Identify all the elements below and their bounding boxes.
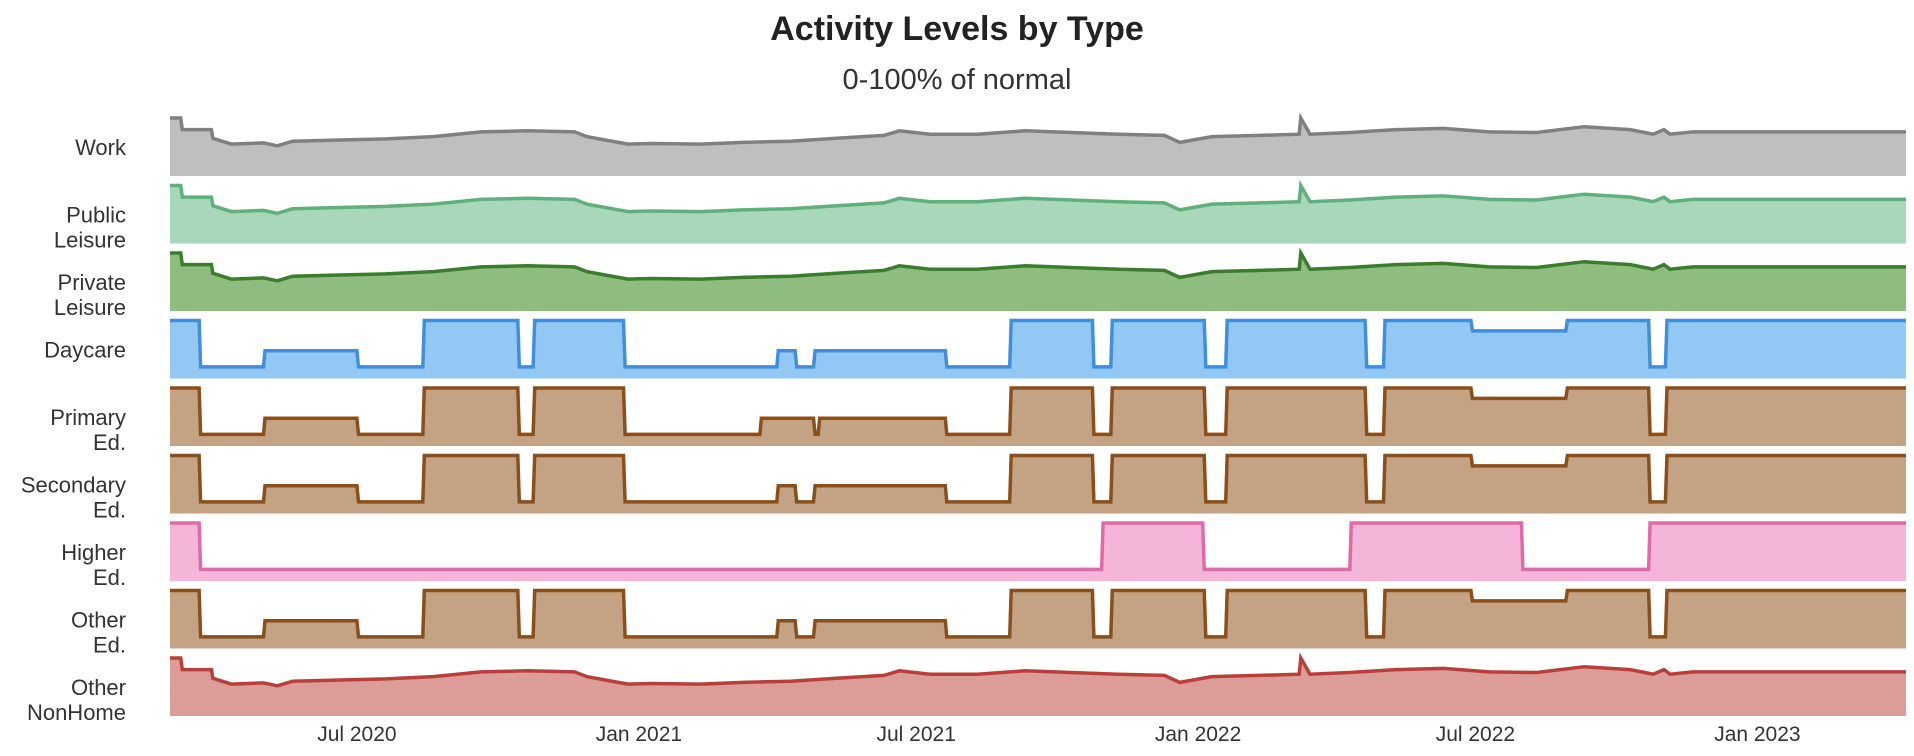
- series-line-work: [170, 112, 1906, 148]
- series-private-leisure: Private Leisure: [54, 247, 1906, 320]
- chart-subtitle: 0-100% of normal: [842, 64, 1072, 96]
- x-tick-label: Jan 2021: [596, 723, 682, 746]
- series-area-other-ed: [170, 590, 1906, 649]
- series-daycare: Daycare: [44, 318, 1906, 379]
- x-tick-label: Jan 2022: [1155, 723, 1241, 746]
- x-tick-label: Jul 2022: [1436, 723, 1515, 746]
- series-area-higher-ed: [170, 523, 1906, 581]
- series-public-leisure: Public Leisure: [54, 179, 1906, 253]
- series-area-work: [170, 118, 1906, 176]
- series-other-ed: Other Ed.: [71, 588, 1906, 658]
- series-line-private-leisure: [170, 247, 1906, 283]
- x-tick-label: Jul 2020: [317, 723, 396, 746]
- x-axis: Jul 2020 Jan 2021 Jul 2021 Jan 2022 Jul 2022…: [317, 723, 1800, 746]
- series-other-nonhome: Other NonHome: [27, 652, 1906, 725]
- series-line-public-leisure: [170, 179, 1906, 216]
- series-area-secondary-ed: [170, 455, 1906, 514]
- series-area-public-leisure: [170, 185, 1906, 244]
- row-label-primary-ed: Primary Ed.: [50, 405, 126, 455]
- series-higher-ed: Higher Ed.: [61, 521, 1906, 590]
- series-secondary-ed: Secondary Ed.: [21, 453, 1906, 523]
- series-line-primary-ed: [170, 386, 1906, 437]
- row-label-other-nonhome: Other NonHome: [27, 675, 126, 725]
- row-label-other-ed: Other Ed.: [71, 608, 126, 658]
- series-area-daycare: [170, 320, 1906, 379]
- row-label-secondary-ed: Secondary Ed.: [21, 473, 126, 523]
- chart-title: Activity Levels by Type: [770, 10, 1144, 48]
- x-tick-label: Jan 2023: [1714, 723, 1800, 746]
- series-line-secondary-ed: [170, 453, 1906, 504]
- row-label-daycare: Daycare: [44, 338, 126, 363]
- series-line-higher-ed: [170, 521, 1906, 572]
- row-label-private-leisure: Private Leisure: [54, 270, 126, 320]
- row-label-work: Work: [75, 135, 127, 160]
- series-area-private-leisure: [170, 253, 1906, 311]
- series-line-other-nonhome: [170, 652, 1906, 688]
- row-label-public-leisure: Public Leisure: [54, 203, 126, 253]
- series-line-other-ed: [170, 588, 1906, 639]
- row-label-higher-ed: Higher Ed.: [61, 540, 126, 590]
- series-work: Work: [75, 112, 1906, 176]
- series-area-primary-ed: [170, 388, 1906, 446]
- x-tick-label: Jul 2021: [876, 723, 955, 746]
- series-primary-ed: Primary Ed.: [50, 386, 1906, 455]
- series-line-daycare: [170, 318, 1906, 369]
- series-area-other-nonhome: [170, 658, 1906, 716]
